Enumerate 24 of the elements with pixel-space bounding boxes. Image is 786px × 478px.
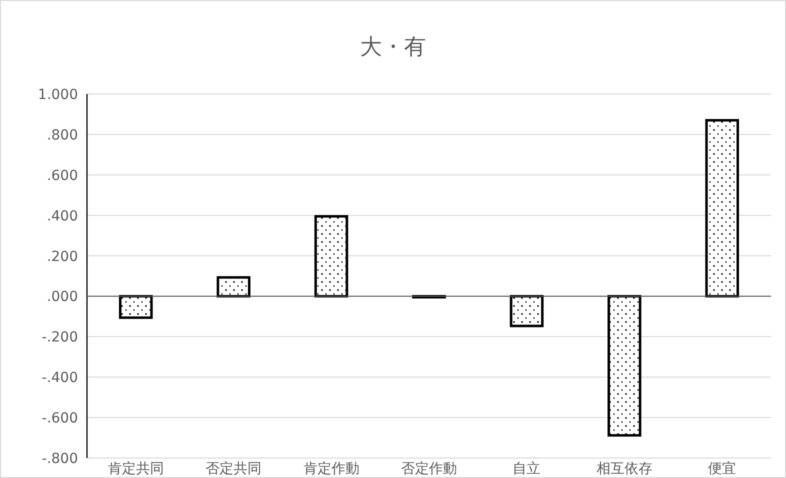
bar: [705, 119, 740, 298]
x-tick-label: 相互依存: [596, 461, 652, 477]
bar: [118, 294, 153, 319]
y-tick-label: -.600: [42, 410, 78, 427]
x-tick-label: 自立: [512, 461, 541, 477]
y-tick-label: -.400: [42, 370, 78, 386]
y-tick-label: 1.000: [38, 87, 78, 103]
y-tick-label: .600: [46, 168, 78, 184]
y-tick-label: -.800: [42, 451, 78, 467]
x-tick-label: 否定作動: [401, 461, 457, 477]
bar: [608, 294, 642, 437]
y-tick-label: .000: [46, 289, 78, 306]
y-tick-label: .200: [46, 248, 78, 265]
chart-title: 大・有: [360, 35, 426, 60]
x-tick-label: 否定共同: [206, 461, 262, 477]
y-tick-label: -.200: [42, 330, 78, 346]
x-tick-label: 肯定作動: [303, 461, 360, 477]
x-tick-label: 肯定共同: [108, 461, 164, 477]
x-tick-label: 便宜: [708, 461, 736, 477]
bar: [314, 215, 348, 298]
bar: [216, 276, 250, 298]
bar: [510, 294, 544, 328]
y-tick-label: .400: [46, 208, 78, 224]
y-tick-label: .800: [46, 127, 78, 144]
